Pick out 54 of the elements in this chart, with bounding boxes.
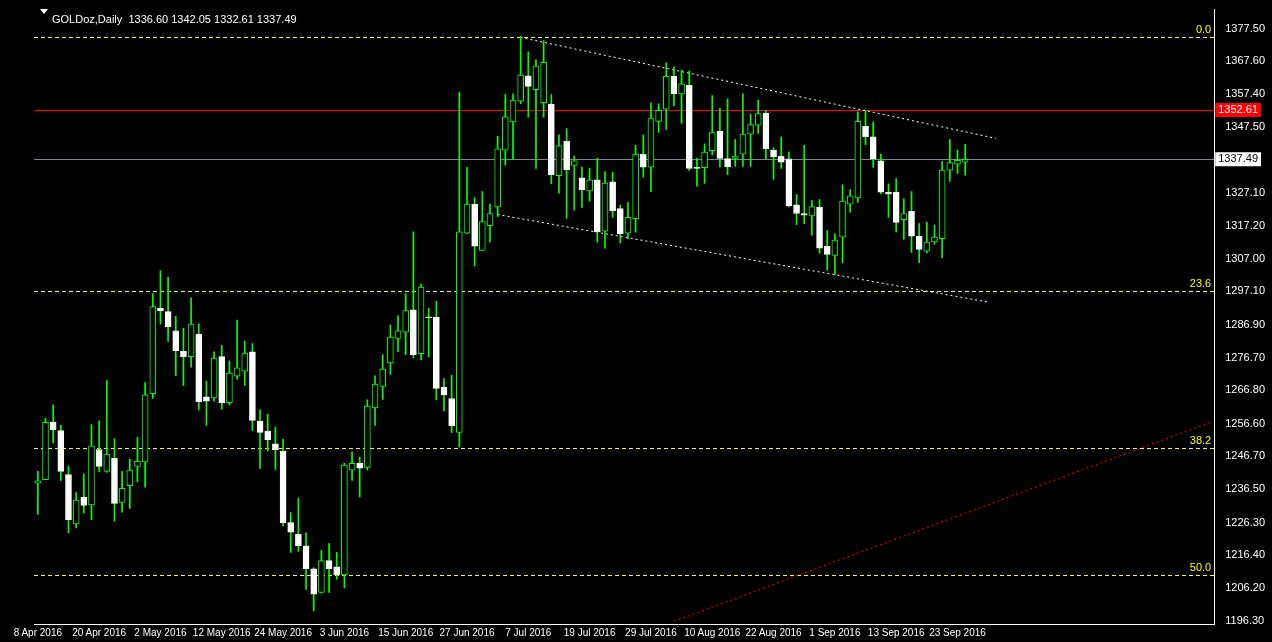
- x-tick-label: 8 Apr 2016: [13, 626, 63, 638]
- x-tick-label: 20 Apr 2016: [72, 626, 127, 638]
- y-tick-label: 1307.00: [1225, 251, 1265, 264]
- x-tick-label: 22 Aug 2016: [745, 626, 803, 638]
- y-tick-label: 1317.20: [1225, 218, 1265, 231]
- annotation: 0.0: [1195, 23, 1212, 36]
- x-tick-label: 27 Jun 2016: [439, 626, 495, 638]
- x-tick-label: 7 Jul 2016: [505, 626, 552, 638]
- chart-title: GOLDoz,Daily 1336.60 1342.05 1332.61 1337.49: [52, 12, 297, 25]
- y-tick-label: 1327.10: [1225, 186, 1265, 199]
- candlestick: [570, 155, 578, 211]
- y-tick-label: 1206.20: [1225, 581, 1265, 594]
- candlestick: [287, 512, 295, 553]
- y-tick-label: 1286.90: [1225, 317, 1265, 330]
- y-tick-label: 1246.70: [1225, 449, 1265, 462]
- y-tick-label: 1297.10: [1225, 284, 1265, 297]
- y-tick-label: 1357.40: [1225, 87, 1265, 100]
- x-tick-label: 23 Sep 2016: [929, 626, 987, 638]
- x-tick-label: 15 Jun 2016: [378, 626, 434, 638]
- candlestick: [823, 230, 831, 271]
- annotation: 38.2: [1189, 434, 1212, 447]
- y-tick-label: 1377.50: [1225, 21, 1265, 34]
- ref-line-label: 1352.61: [1218, 102, 1258, 115]
- y-tick-label: 1226.30: [1225, 515, 1265, 528]
- y-tick-label: 1276.70: [1225, 351, 1265, 364]
- candlestick: [524, 51, 532, 118]
- x-tick-label: 24 May 2016: [254, 626, 313, 638]
- annotation: 23.6: [1189, 277, 1212, 290]
- candlestick: [233, 319, 241, 380]
- y-tick-label: 1236.50: [1225, 482, 1265, 495]
- x-tick-label: 13 Sep 2016: [867, 626, 925, 638]
- x-tick-label: 3 Jun 2016: [319, 626, 370, 638]
- x-tick-label: 2 May 2016: [134, 626, 188, 638]
- y-tick-label: 1256.60: [1225, 416, 1265, 429]
- candlestick: [264, 413, 272, 452]
- annotation: 50.0: [1189, 561, 1212, 574]
- x-tick-label: 12 May 2016: [192, 626, 252, 638]
- y-tick-label: 1347.50: [1225, 119, 1265, 132]
- candlestick: [425, 307, 433, 357]
- candlestick: [731, 139, 739, 167]
- x-tick-label: 10 Aug 2016: [684, 626, 741, 638]
- x-tick-label: 29 Jul 2016: [625, 626, 678, 638]
- candlestick: [80, 473, 88, 514]
- y-tick-label: 1367.60: [1225, 53, 1265, 66]
- y-tick-label: 1196.30: [1225, 613, 1265, 626]
- candlestick: [103, 380, 111, 473]
- y-tick-label: 1266.80: [1225, 383, 1265, 396]
- candlestick: [777, 136, 785, 169]
- x-tick-label: 1 Sep 2016: [809, 626, 861, 638]
- y-tick-label: 1216.40: [1225, 548, 1265, 561]
- candlestick: [800, 144, 808, 224]
- candlestick: [961, 144, 969, 176]
- x-tick-label: 19 Jul 2016: [563, 626, 616, 638]
- ref-line-label: 1337.49: [1218, 152, 1258, 165]
